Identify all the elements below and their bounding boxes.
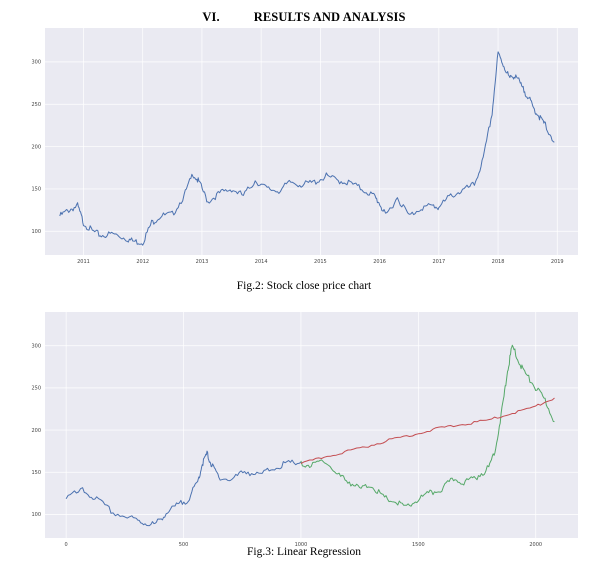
x-tick-label: 2018: [492, 259, 505, 265]
predicted-price-line: [300, 397, 555, 464]
y-tick-label: 200: [31, 428, 41, 434]
y-tick-label: 150: [31, 470, 41, 476]
close-price-line: [59, 51, 555, 246]
y-tick-label: 300: [31, 60, 41, 66]
x-tick-label: 2019: [551, 259, 564, 265]
x-tick-label: 2000: [529, 542, 542, 548]
x-tick-label: 2012: [136, 259, 149, 265]
y-tick-label: 150: [31, 187, 41, 193]
y-tick-label: 100: [31, 229, 41, 235]
y-tick-label: 250: [31, 386, 41, 392]
section-title: RESULTS AND ANALYSIS: [253, 10, 406, 24]
chart2-plot-area: [45, 312, 578, 538]
test-price-line: [300, 344, 555, 507]
figure-2-caption: Fig.2: Stock close price chart: [236, 280, 372, 292]
x-tick-label: 1000: [295, 542, 308, 548]
x-tick-label: 2017: [432, 259, 445, 265]
x-tick-label: 2013: [196, 259, 209, 265]
y-tick-label: 300: [31, 344, 41, 350]
y-tick-label: 100: [31, 512, 41, 518]
x-tick-label: 500: [179, 542, 189, 548]
x-tick-label: 2015: [314, 259, 327, 265]
section-heading: VI. RESULTS AND ANALYSIS: [0, 10, 608, 25]
y-tick-label: 250: [31, 102, 41, 108]
x-tick-label: 2011: [77, 259, 90, 265]
x-tick-label: 1500: [412, 542, 425, 548]
figure-3-caption: Fig.3: Linear Regression: [246, 546, 362, 558]
actual-price-line: [65, 450, 302, 527]
x-tick-label: 0: [65, 542, 68, 548]
chart1-plot-area: [45, 28, 578, 255]
x-tick-label: 2014: [255, 259, 268, 265]
y-tick-label: 200: [31, 144, 41, 150]
section-number: VI.: [202, 10, 220, 24]
x-tick-label: 2016: [373, 259, 386, 265]
